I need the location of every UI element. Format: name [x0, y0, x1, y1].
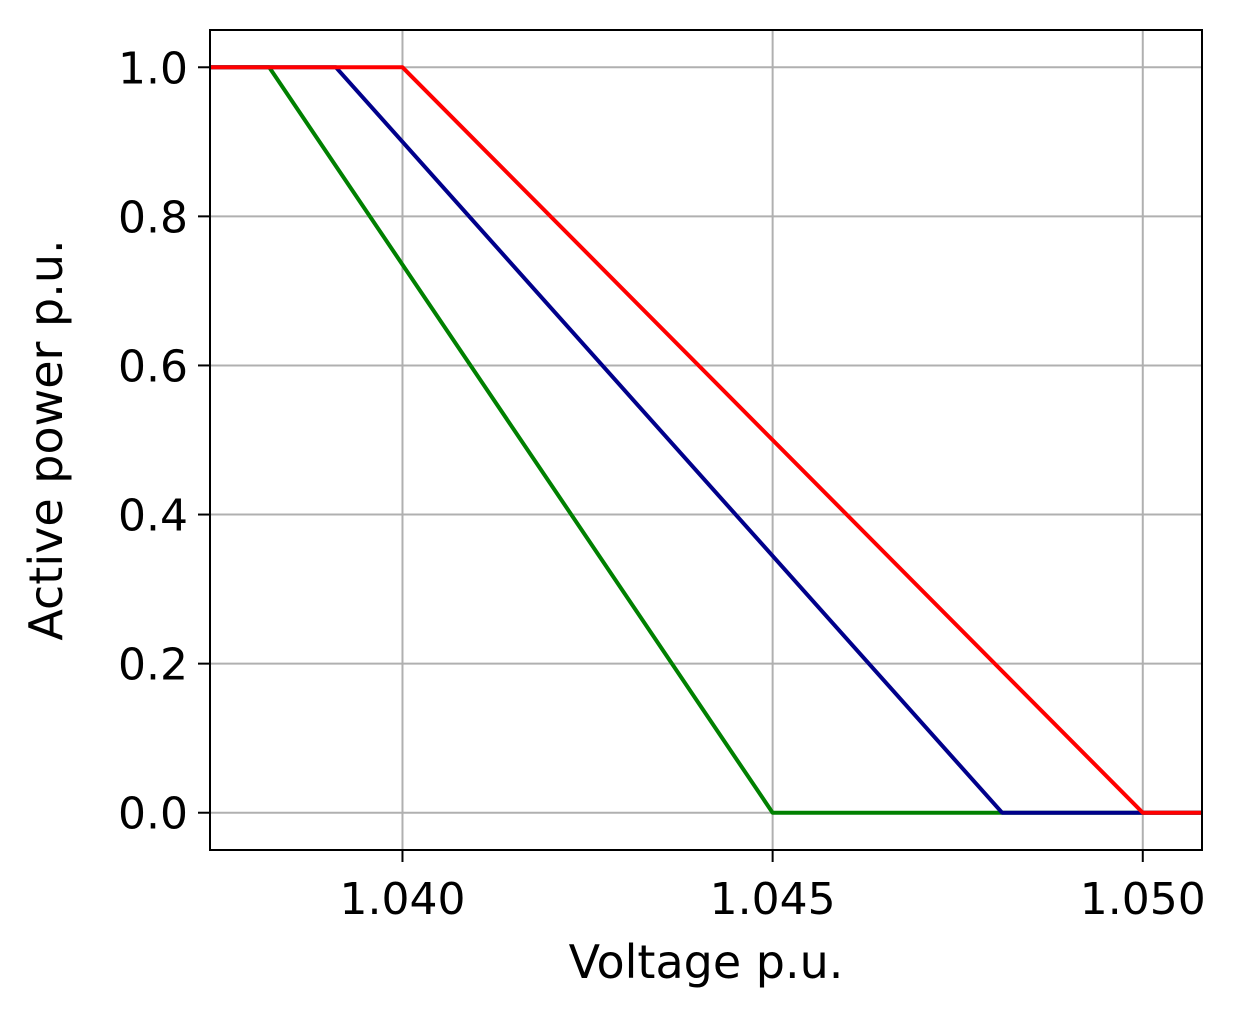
- ticks: 1.040 1.045 1.050 0.0 0.2 0.4 0.6 0.8 1.0: [118, 43, 1206, 925]
- series-group: [210, 65, 1202, 815]
- x-axis-label: Voltage p.u.: [569, 935, 844, 989]
- series-line-3: [210, 65, 1202, 815]
- y-tick-label: 1.0: [118, 43, 188, 94]
- x-tick-label: 1.045: [710, 874, 836, 925]
- y-tick-label: 0.0: [118, 789, 188, 840]
- grid: [210, 30, 1202, 850]
- series-line-2: [210, 65, 1202, 815]
- series-line-1: [210, 65, 1202, 815]
- y-tick-label: 0.4: [118, 491, 188, 542]
- y-tick-label: 0.8: [118, 192, 188, 243]
- y-tick-label: 0.6: [118, 341, 188, 392]
- x-tick-label: 1.040: [339, 874, 465, 925]
- y-axis-label: Active power p.u.: [19, 239, 73, 640]
- x-tick-label: 1.050: [1080, 874, 1206, 925]
- y-tick-label: 0.2: [118, 640, 188, 691]
- plot-frame: [209, 29, 1203, 851]
